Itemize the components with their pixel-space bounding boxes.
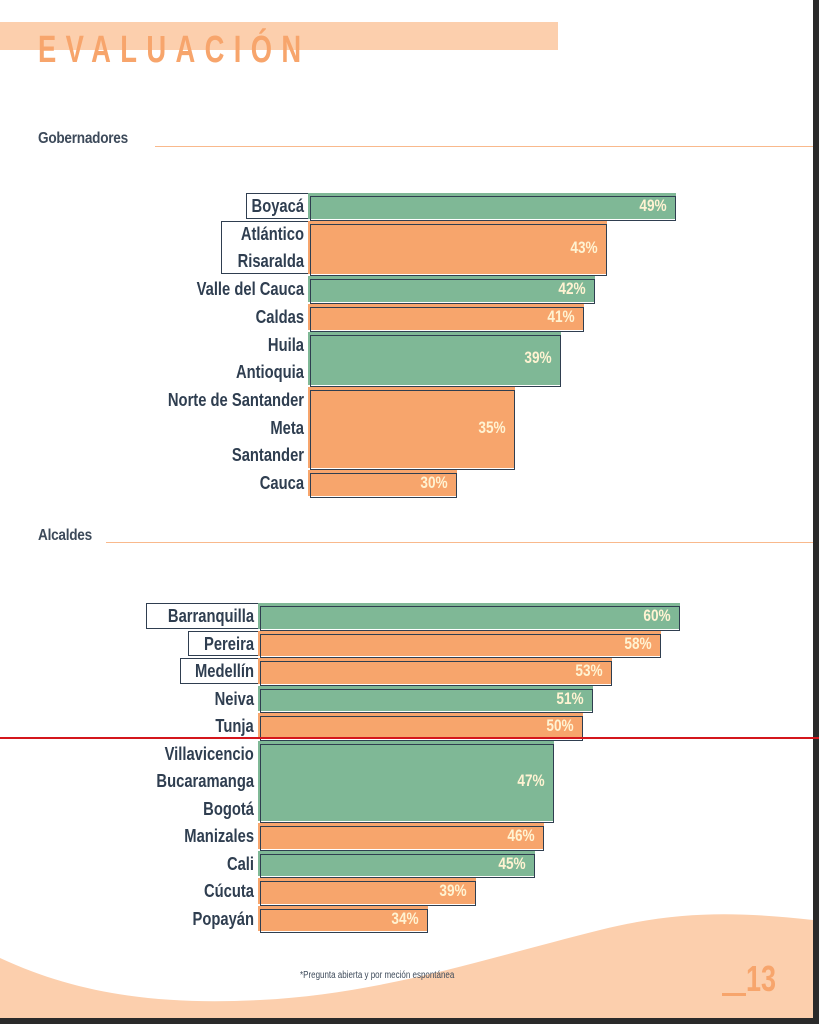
bar xyxy=(308,193,676,219)
bar-value-label: 39% xyxy=(523,348,552,368)
bar-outline xyxy=(260,661,613,686)
bar-category-label: Villavicencio xyxy=(164,743,254,764)
bar xyxy=(308,470,457,496)
bar-category-label: Risaralda xyxy=(237,251,304,272)
bar-outline xyxy=(310,196,676,221)
bar xyxy=(308,303,584,330)
bar xyxy=(258,685,593,712)
bar-category-label: Caldas xyxy=(255,306,304,327)
bar xyxy=(308,220,607,275)
bar-value-label: 60% xyxy=(643,606,671,625)
bar-value-label: 39% xyxy=(439,881,467,900)
bar-outline xyxy=(260,826,545,851)
bar xyxy=(258,658,613,684)
bar-value-label: 41% xyxy=(546,306,575,326)
bar-category-label: Cali xyxy=(226,853,254,874)
bar-value-label: 47% xyxy=(517,771,545,790)
bar-outline xyxy=(260,688,593,714)
bar xyxy=(258,823,545,849)
bar-outline xyxy=(260,881,477,906)
bar xyxy=(258,850,535,877)
page-title: EVALUACIÓN xyxy=(38,29,311,71)
bar-value-label: 49% xyxy=(638,196,667,215)
bar-value-label: 53% xyxy=(575,661,603,680)
bar-category-label: Barranquilla xyxy=(167,606,254,626)
section-divider xyxy=(106,542,813,543)
bar-outline xyxy=(260,743,554,824)
bar-category-label: Bogotá xyxy=(203,798,254,819)
bar-value-label: 46% xyxy=(507,826,535,845)
bar-value-label: 30% xyxy=(420,473,448,492)
page-number-dash xyxy=(722,993,746,996)
bar xyxy=(308,331,561,386)
bar-category-label: Antioquia xyxy=(235,362,304,383)
bar-category-label: Atlántico xyxy=(240,223,304,244)
bar xyxy=(258,878,477,904)
bar-category-label: Valle del Cauca xyxy=(196,279,304,300)
bar-outline xyxy=(310,306,584,332)
bar-category-label: Meta xyxy=(270,417,304,438)
bar-value-label: 50% xyxy=(546,716,574,735)
bar-outline xyxy=(310,334,561,388)
bar-category-label: Pereira xyxy=(203,633,254,654)
bar-value-label: 34% xyxy=(391,908,419,928)
bar xyxy=(258,713,583,739)
bar-outline xyxy=(310,279,595,304)
bar-category-label: Popayán xyxy=(192,908,254,929)
bar-category-label: Tunja xyxy=(215,716,254,736)
section-title-alcaldes: Alcaldes xyxy=(38,527,92,544)
bar-category-label: Bucaramanga xyxy=(156,771,254,791)
bar-value-label: 58% xyxy=(623,633,652,653)
bar-outline xyxy=(260,633,661,659)
red-guide-line xyxy=(0,737,819,739)
section-divider xyxy=(155,146,813,147)
bar-outline xyxy=(260,853,535,879)
decorative-wave xyxy=(0,914,813,1018)
bar-category-label: Manizales xyxy=(184,826,254,846)
page-number: 13 xyxy=(746,958,777,999)
bar-category-label: Medellín xyxy=(194,661,254,681)
bar xyxy=(258,905,428,932)
bar xyxy=(258,740,554,822)
bar-category-label: Santander xyxy=(231,445,304,466)
bar-category-label: Boyacá xyxy=(251,196,304,216)
bar-outline xyxy=(260,606,680,631)
bar-outline xyxy=(310,223,607,277)
bar-category-label: Neiva xyxy=(214,688,254,709)
bar-category-label: Cúcuta xyxy=(203,881,254,901)
bar-category-label: Huila xyxy=(267,334,304,355)
bar-value-label: 51% xyxy=(556,688,584,708)
bar-outline xyxy=(260,908,428,934)
bar xyxy=(258,603,680,629)
bar-category-label: Cauca xyxy=(259,473,304,493)
bar xyxy=(308,387,515,469)
title-band xyxy=(0,22,558,50)
bar-outline xyxy=(260,716,583,741)
bar-value-label: 42% xyxy=(558,279,586,299)
bar-value-label: 35% xyxy=(477,417,506,437)
bar-outline xyxy=(310,390,515,471)
bar-value-label: 45% xyxy=(497,853,526,873)
bar xyxy=(258,630,661,657)
section-title-gobernadores: Gobernadores xyxy=(38,130,128,147)
bar-value-label: 43% xyxy=(569,237,598,257)
bar-outline xyxy=(310,473,457,498)
bar-category-label: Norte de Santander xyxy=(167,389,304,410)
bar xyxy=(308,276,595,302)
footnote: *Pregunta abierta y por meción espontáne… xyxy=(300,970,455,981)
